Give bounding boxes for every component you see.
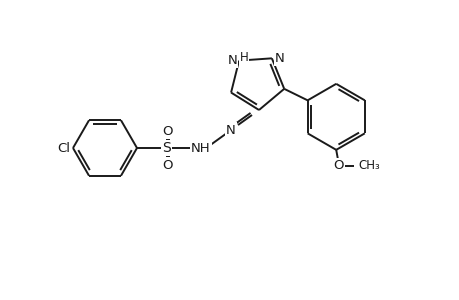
Text: O: O (162, 158, 173, 172)
Text: Cl: Cl (57, 142, 70, 154)
Text: NH: NH (191, 142, 210, 154)
Text: N: N (227, 54, 236, 67)
Text: H: H (239, 51, 248, 64)
Text: N: N (274, 52, 284, 65)
Text: O: O (162, 124, 173, 137)
Text: CH₃: CH₃ (358, 159, 379, 172)
Text: N: N (226, 124, 235, 136)
Text: O: O (332, 159, 343, 172)
Text: S: S (162, 141, 171, 155)
